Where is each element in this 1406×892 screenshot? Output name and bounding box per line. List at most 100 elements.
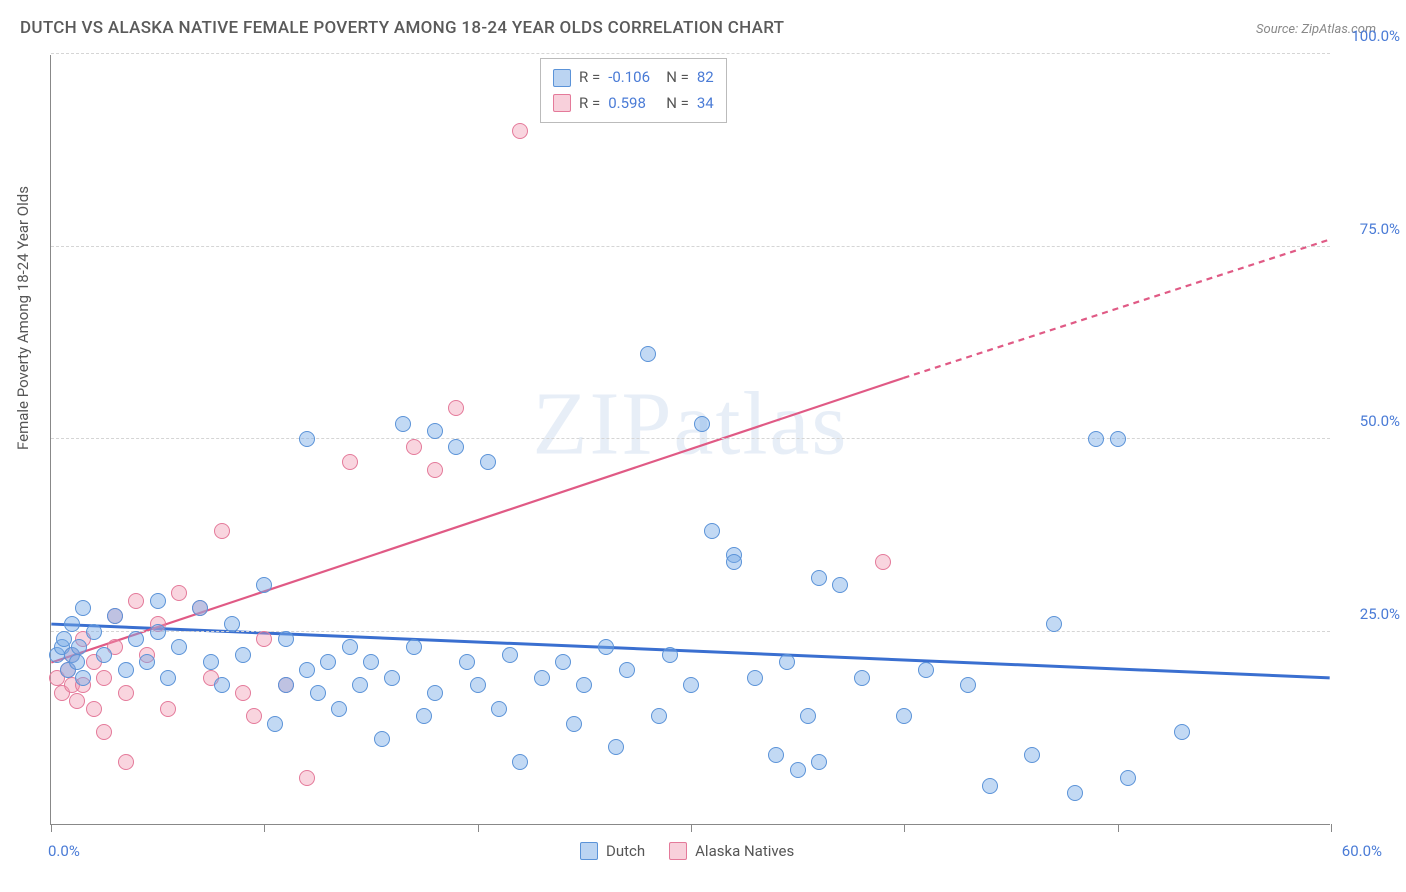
- legend-r-value: 0.598: [608, 91, 658, 117]
- data-point: [1110, 431, 1126, 447]
- plot-area: ZIPatlas 25.0%50.0%75.0%100.0%: [50, 55, 1330, 825]
- data-point: [608, 739, 624, 755]
- data-point: [1067, 785, 1083, 801]
- data-point: [160, 670, 176, 686]
- legend-n-label: N =: [666, 91, 689, 117]
- data-point: [779, 654, 795, 670]
- data-point: [800, 708, 816, 724]
- watermark: ZIPatlas: [533, 373, 849, 476]
- legend-swatch: [580, 842, 598, 860]
- legend-n-value: 82: [697, 65, 714, 91]
- data-point: [128, 631, 144, 647]
- series-legend: Dutch Alaska Natives: [580, 842, 794, 860]
- legend-n-value: 34: [697, 91, 714, 117]
- data-point: [918, 662, 934, 678]
- legend-r-label: R =: [579, 65, 600, 91]
- data-point: [566, 716, 582, 732]
- data-point: [299, 770, 315, 786]
- data-point: [534, 670, 550, 686]
- legend-label: Alaska Natives: [695, 842, 794, 860]
- data-point: [683, 677, 699, 693]
- watermark-part-a: ZIP: [533, 375, 674, 474]
- chart-title: DUTCH VS ALASKA NATIVE FEMALE POVERTY AM…: [20, 18, 784, 38]
- gridline: [51, 246, 1330, 247]
- data-point: [214, 523, 230, 539]
- legend-row: R = 0.598 N = 34: [553, 91, 714, 117]
- x-tick: [478, 824, 479, 832]
- data-point: [267, 716, 283, 732]
- data-point: [555, 654, 571, 670]
- data-point: [704, 523, 720, 539]
- x-tick: [904, 824, 905, 832]
- data-point: [448, 439, 464, 455]
- data-point: [598, 639, 614, 655]
- data-point: [71, 639, 87, 655]
- data-point: [160, 701, 176, 717]
- x-axis-max-label: 60.0%: [1342, 842, 1382, 860]
- data-point: [118, 754, 134, 770]
- data-point: [726, 554, 742, 570]
- data-point: [75, 600, 91, 616]
- y-axis-label: Female Poverty Among 18-24 Year Olds: [14, 186, 32, 450]
- data-point: [171, 585, 187, 601]
- data-point: [502, 647, 518, 663]
- data-point: [235, 647, 251, 663]
- gridline: [51, 631, 1330, 632]
- data-point: [832, 577, 848, 593]
- data-point: [384, 670, 400, 686]
- data-point: [512, 123, 528, 139]
- data-point: [310, 685, 326, 701]
- data-point: [235, 685, 251, 701]
- data-point: [320, 654, 336, 670]
- data-point: [363, 654, 379, 670]
- data-point: [982, 778, 998, 794]
- data-point: [75, 670, 91, 686]
- data-point: [427, 462, 443, 478]
- data-point: [512, 754, 528, 770]
- data-point: [416, 708, 432, 724]
- data-point: [69, 693, 85, 709]
- legend-swatch: [553, 94, 571, 112]
- y-tick-label: 75.0%: [1340, 220, 1400, 238]
- data-point: [470, 677, 486, 693]
- x-tick: [264, 824, 265, 832]
- data-point: [128, 593, 144, 609]
- x-tick: [1331, 824, 1332, 832]
- legend-item: Dutch: [580, 842, 645, 860]
- data-point: [480, 454, 496, 470]
- data-point: [342, 454, 358, 470]
- data-point: [96, 724, 112, 740]
- data-point: [278, 631, 294, 647]
- data-point: [1088, 431, 1104, 447]
- data-point: [214, 677, 230, 693]
- x-tick: [51, 824, 52, 832]
- data-point: [224, 616, 240, 632]
- trendlines-svg: [51, 55, 1330, 824]
- data-point: [1024, 747, 1040, 763]
- correlation-legend: R =-0.106N =82R =0.598N =34: [540, 58, 727, 123]
- data-point: [278, 677, 294, 693]
- data-point: [811, 754, 827, 770]
- data-point: [150, 593, 166, 609]
- legend-r-label: R =: [579, 91, 600, 117]
- legend-swatch: [669, 842, 687, 860]
- data-point: [299, 662, 315, 678]
- data-point: [107, 608, 123, 624]
- data-point: [790, 762, 806, 778]
- data-point: [118, 685, 134, 701]
- gridline: [51, 53, 1330, 54]
- legend-n-label: N =: [666, 65, 689, 91]
- data-point: [203, 654, 219, 670]
- x-axis-min-label: 0.0%: [48, 842, 80, 860]
- data-point: [299, 431, 315, 447]
- data-point: [86, 701, 102, 717]
- data-point: [576, 677, 592, 693]
- data-point: [246, 708, 262, 724]
- data-point: [118, 662, 134, 678]
- data-point: [960, 677, 976, 693]
- data-point: [86, 624, 102, 640]
- data-point: [56, 631, 72, 647]
- y-tick-label: 25.0%: [1340, 605, 1400, 623]
- data-point: [150, 624, 166, 640]
- data-point: [427, 685, 443, 701]
